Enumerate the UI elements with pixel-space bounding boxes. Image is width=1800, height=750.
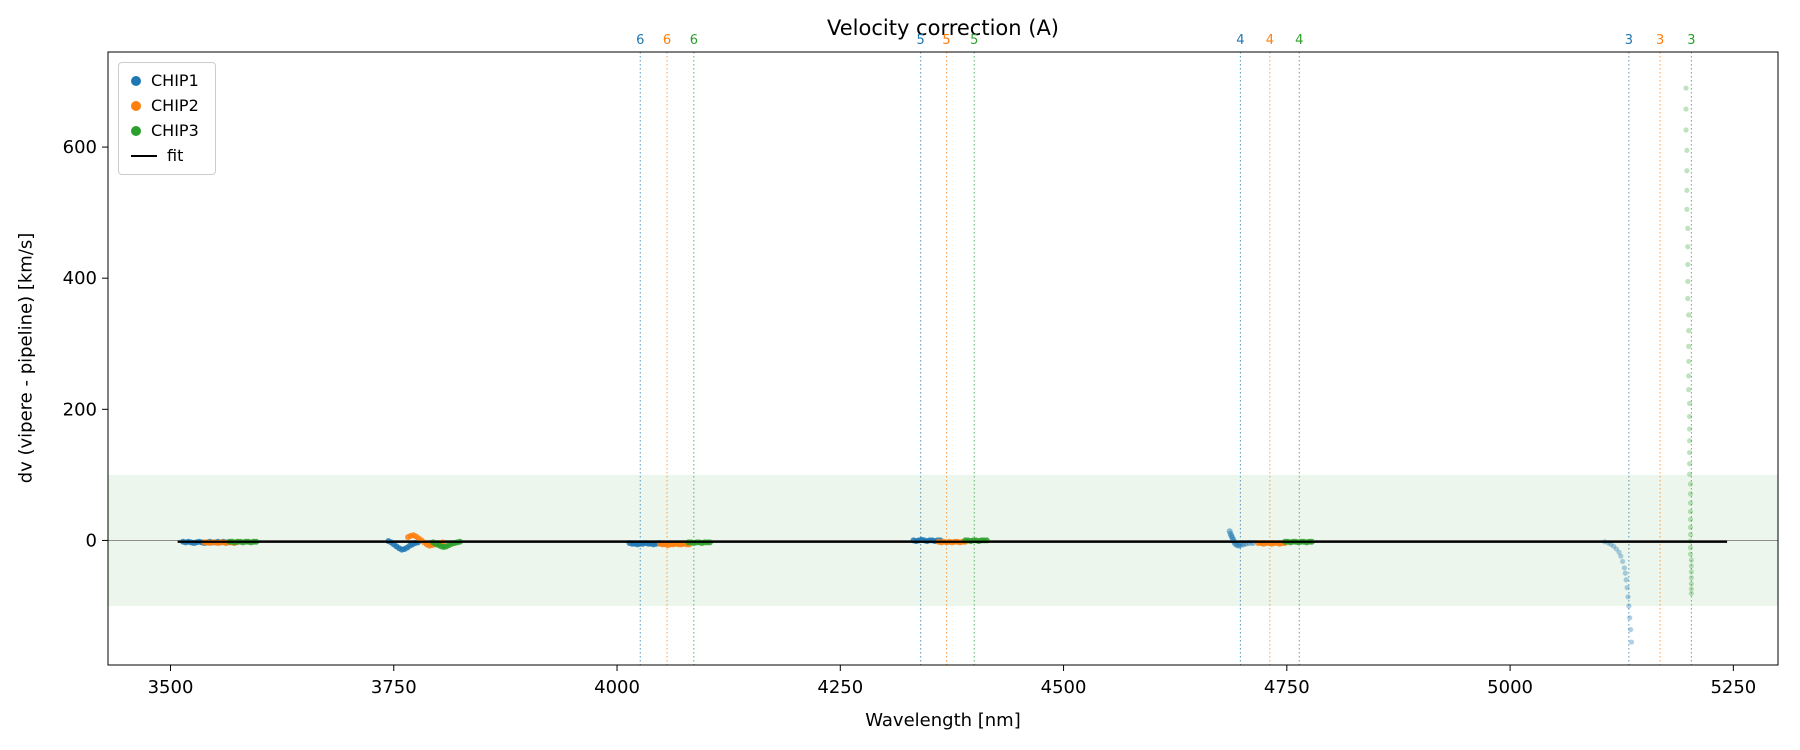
data-point (1685, 225, 1691, 231)
x-tick-label: 3500 (148, 677, 194, 698)
data-point (1687, 551, 1694, 557)
data-point (1683, 85, 1689, 91)
data-point (1684, 187, 1690, 193)
chart-title: Velocity correction (A) (826, 16, 1060, 40)
legend-label-chip1: CHIP1 (151, 71, 199, 90)
x-tick-label: 5250 (1710, 677, 1756, 698)
data-point (1683, 106, 1689, 112)
data-point (1686, 312, 1692, 318)
data-point (1686, 471, 1693, 477)
data-point (1684, 147, 1690, 153)
order-label: 5 (970, 33, 978, 48)
data-point (1618, 553, 1624, 559)
x-tick-label: 4750 (1264, 677, 1310, 698)
order-label: 6 (636, 33, 644, 48)
data-point (1686, 358, 1692, 365)
legend-item-chip3: CHIP3 (131, 123, 199, 139)
data-point (1686, 328, 1692, 334)
x-tick-label: 5000 (1487, 677, 1533, 698)
data-point (1626, 603, 1632, 609)
fit-line-icon (131, 155, 157, 157)
data-point (1686, 461, 1693, 467)
x-tick-label: 3750 (371, 677, 417, 698)
data-point (1688, 586, 1694, 592)
data-point (1685, 261, 1691, 268)
data-point (1687, 500, 1694, 506)
data-point (1611, 543, 1617, 549)
y-tick-label: 200 (63, 399, 97, 420)
order-label: 4 (1295, 33, 1303, 48)
data-point (1686, 413, 1693, 420)
order-label: 3 (1625, 33, 1633, 48)
y-tick-label: 600 (63, 137, 97, 158)
order-label: 3 (1656, 33, 1664, 48)
legend-item-chip2: CHIP2 (131, 98, 199, 114)
axes-frame (107, 51, 1779, 666)
data-point (1684, 168, 1690, 174)
x-tick-label: 4000 (594, 677, 640, 698)
order-label: 4 (1266, 33, 1274, 48)
data-point (1687, 545, 1694, 551)
data-point (1686, 373, 1692, 379)
data-point (1688, 569, 1694, 575)
data-point (1685, 295, 1691, 302)
data-point (1684, 206, 1690, 212)
data-point (1685, 244, 1691, 250)
data-point (1686, 449, 1693, 456)
order-label: 6 (663, 33, 671, 48)
data-point (1613, 546, 1619, 552)
data-point (1686, 426, 1693, 432)
data-point (1686, 400, 1693, 407)
data-point (1683, 127, 1689, 133)
data-point (1688, 563, 1694, 569)
data-point (1687, 524, 1694, 530)
data-point (1623, 577, 1629, 583)
data-point (1687, 508, 1694, 515)
data-point (1687, 531, 1694, 538)
data-point (1688, 557, 1694, 563)
data-point (1622, 570, 1628, 576)
legend-item-fit: fit (131, 148, 199, 164)
data-point (1627, 615, 1633, 621)
data-point (1685, 278, 1691, 285)
legend-label-chip3: CHIP3 (151, 121, 199, 140)
data-point (1688, 590, 1694, 597)
data-point (1616, 549, 1622, 555)
order-label: 3 (1687, 33, 1695, 48)
data-point (1628, 639, 1635, 645)
data-point (1621, 565, 1627, 571)
data-point (1608, 541, 1614, 547)
order-label: 4 (1236, 33, 1244, 48)
data-point (1628, 626, 1634, 633)
data-point (1687, 481, 1694, 487)
legend-label-chip2: CHIP2 (151, 96, 199, 115)
data-point (1688, 575, 1694, 581)
data-point (1687, 491, 1694, 497)
data-point (1624, 585, 1630, 591)
x-axis-label: Wavelength [nm] (865, 710, 1021, 731)
legend-label-fit: fit (167, 146, 184, 165)
legend-item-chip1: CHIP1 (131, 73, 199, 89)
y-tick-label: 400 (63, 268, 97, 289)
data-point (1686, 438, 1693, 444)
data-point (1686, 387, 1692, 393)
data-point (1686, 343, 1692, 349)
chip1-marker-icon (131, 76, 141, 86)
legend: CHIP1 CHIP2 CHIP3 fit (118, 62, 216, 175)
data-point (1688, 581, 1694, 587)
data-point (1625, 594, 1631, 600)
order-label: 5 (942, 33, 950, 48)
x-tick-label: 4250 (817, 677, 863, 698)
data-point (1687, 516, 1694, 523)
y-tick-label: 0 (86, 530, 97, 551)
x-tick-label: 4500 (1041, 677, 1087, 698)
order-label: 5 (917, 33, 925, 48)
data-point (1620, 558, 1626, 565)
chip3-marker-icon (131, 126, 141, 136)
chip2-marker-icon (131, 101, 141, 111)
order-label: 6 (690, 33, 698, 48)
